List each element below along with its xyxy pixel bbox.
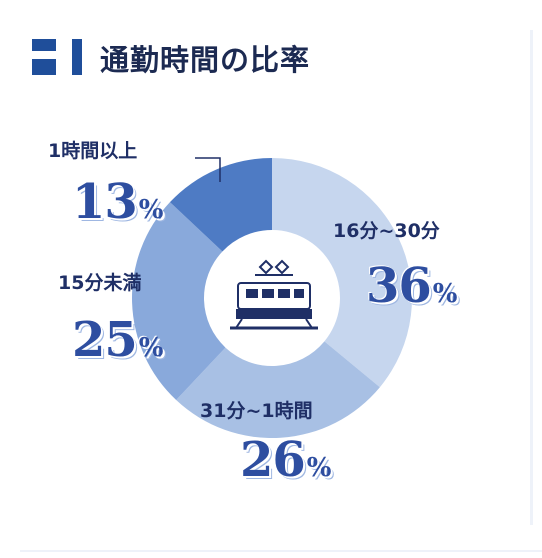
title-logo-bar (32, 59, 56, 75)
percent-label: 13% (72, 178, 164, 226)
category-label: 15分未満 (58, 272, 142, 294)
donut-slice-3 (131, 202, 226, 401)
percent-unit: % (138, 333, 164, 363)
category-label: 1時間以上 (48, 140, 138, 162)
title-logo-bar (72, 39, 82, 75)
percent-label: 36% (366, 262, 458, 310)
donut-slice-2 (176, 341, 380, 438)
divider (20, 550, 542, 552)
percent-value: 26 (240, 432, 306, 488)
percent-unit: % (432, 279, 458, 309)
percent-value: 36 (366, 258, 432, 314)
percent-unit: % (306, 453, 332, 483)
title-logo-bar (32, 39, 56, 51)
donut-slice-1 (272, 158, 413, 388)
percent-value: 25 (72, 312, 138, 368)
percent-label: 25% (72, 316, 164, 364)
title-logo-icon (32, 39, 94, 77)
donut-slice-4 (169, 158, 272, 252)
category-label: 16分~30分 (333, 220, 440, 242)
percent-unit: % (138, 195, 164, 225)
category-label: 31分~1時間 (200, 400, 313, 422)
percent-value: 13 (72, 174, 138, 230)
donut-slices (131, 158, 413, 438)
divider (530, 30, 533, 525)
train-icon (230, 259, 318, 330)
title-row: 通勤時間の比率 (32, 38, 310, 78)
percent-label: 26% (240, 436, 332, 484)
leader-line (195, 157, 221, 182)
page-title: 通勤時間の比率 (100, 43, 311, 77)
